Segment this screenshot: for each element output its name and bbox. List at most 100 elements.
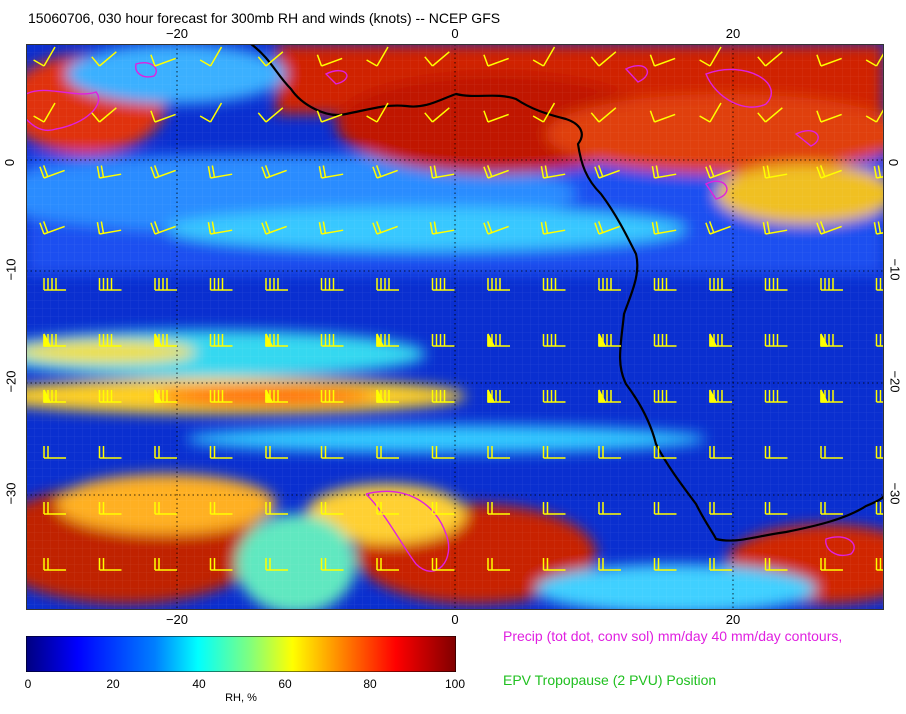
wind-barb: [540, 165, 566, 179]
wind-barb: [542, 446, 566, 459]
wind-barb: [431, 446, 455, 459]
wind-barb: [318, 221, 344, 235]
wind-barb: [542, 390, 566, 403]
wind-barb: [33, 46, 56, 67]
wind-barb: [320, 390, 344, 403]
wind-barb: [487, 502, 510, 515]
wind-barb: [429, 221, 455, 235]
bottom-lon-tick-label: −20: [165, 612, 189, 627]
precip-contour: [365, 490, 450, 572]
wind-barb: [43, 333, 66, 347]
wind-barb: [207, 165, 233, 179]
wind-barb: [261, 165, 287, 179]
wind-barb: [875, 278, 884, 291]
wind-barb: [820, 333, 843, 347]
colorbar-gradient: [26, 636, 456, 672]
precip-contour: [624, 64, 649, 83]
wind-barb: [150, 54, 176, 67]
wind-barb: [649, 110, 676, 123]
wind-barb: [96, 221, 122, 235]
wind-barb: [653, 390, 677, 403]
wind-barb: [431, 558, 455, 571]
top-lon-tick-label: −20: [165, 26, 189, 41]
wind-barb: [431, 334, 455, 347]
wind-barb: [590, 51, 617, 67]
wind-barb: [91, 51, 117, 67]
wind-barb: [209, 278, 233, 291]
wind-barb: [320, 446, 344, 459]
wind-barb: [598, 502, 621, 515]
wind-barb: [257, 107, 284, 123]
wind-barb: [431, 502, 455, 515]
wind-barb: [653, 334, 677, 347]
wind-barb: [154, 558, 177, 571]
wind-barb: [316, 54, 343, 67]
wind-barb: [265, 446, 288, 459]
right-lat-tick-label: −30: [887, 482, 903, 505]
wind-barb: [542, 278, 566, 291]
colorbar-label: RH, %: [225, 692, 257, 704]
wind-barb: [762, 221, 788, 235]
colorbar-tick-label: 60: [278, 677, 292, 691]
wind-barb: [598, 446, 621, 459]
wind-barb: [265, 558, 288, 571]
wind-barb: [207, 221, 233, 235]
wind-barb: [820, 502, 843, 515]
wind-barb: [653, 446, 677, 459]
wind-barb: [873, 221, 884, 235]
right-lat-tick-label: −10: [887, 258, 903, 281]
wind-barb: [43, 558, 66, 571]
wind-barb: [154, 502, 177, 515]
wind-barb: [424, 51, 450, 67]
wind-barb: [320, 502, 344, 515]
wind-barb: [709, 333, 732, 347]
wind-barb: [764, 446, 788, 459]
wind-barb: [816, 221, 842, 235]
bottom-lon-tick-label: 0: [451, 612, 459, 627]
wind-barb: [757, 51, 783, 67]
wind-barb: [820, 278, 843, 291]
wind-barb: [764, 278, 788, 291]
wind-barb: [39, 221, 65, 235]
wind-barb: [653, 278, 677, 291]
wind-barb: [816, 165, 842, 179]
wind-barb: [653, 502, 677, 515]
wind-barb: [209, 446, 233, 459]
wind-barb: [265, 278, 288, 291]
wind-barb: [594, 165, 620, 179]
wind-barb: [154, 446, 177, 459]
wind-barb: [709, 389, 732, 403]
wind-barb: [376, 558, 399, 571]
wind-barb: [764, 390, 788, 403]
precip-contour: [825, 536, 855, 556]
wind-barb: [757, 107, 783, 123]
wind-barb: [653, 558, 677, 571]
wind-barb: [875, 502, 884, 515]
wind-barb: [429, 165, 455, 179]
tropopause-legend-text: EPV Tropopause (2 PVU) Position: [503, 672, 717, 688]
wind-barb: [762, 165, 788, 179]
wind-barb: [320, 334, 344, 347]
wind-barb: [43, 278, 66, 291]
precip-contours: [26, 62, 855, 572]
wind-barb: [590, 107, 617, 123]
wind-barb: [199, 46, 223, 67]
colorbar-tick-label: 40: [192, 677, 206, 691]
wind-barb: [709, 446, 732, 459]
wind-barb: [709, 502, 732, 515]
wind-barb: [598, 333, 621, 347]
wind-barb: [483, 165, 509, 179]
model-grid-overlay: [26, 44, 884, 610]
wind-barb: [483, 54, 509, 67]
colorbar-tick-label: 80: [363, 677, 377, 691]
colorbar-tick-label: 100: [444, 677, 466, 691]
wind-barb: [816, 110, 842, 123]
left-lat-tick-label: −10: [3, 258, 19, 281]
wind-barb: [39, 165, 65, 179]
wind-barb: [150, 110, 176, 123]
colorbar-tick-label: 20: [106, 677, 120, 691]
wind-barb: [873, 165, 884, 179]
wind-barb: [764, 502, 788, 515]
wind-barb: [483, 221, 509, 235]
wind-barb: [875, 558, 884, 571]
